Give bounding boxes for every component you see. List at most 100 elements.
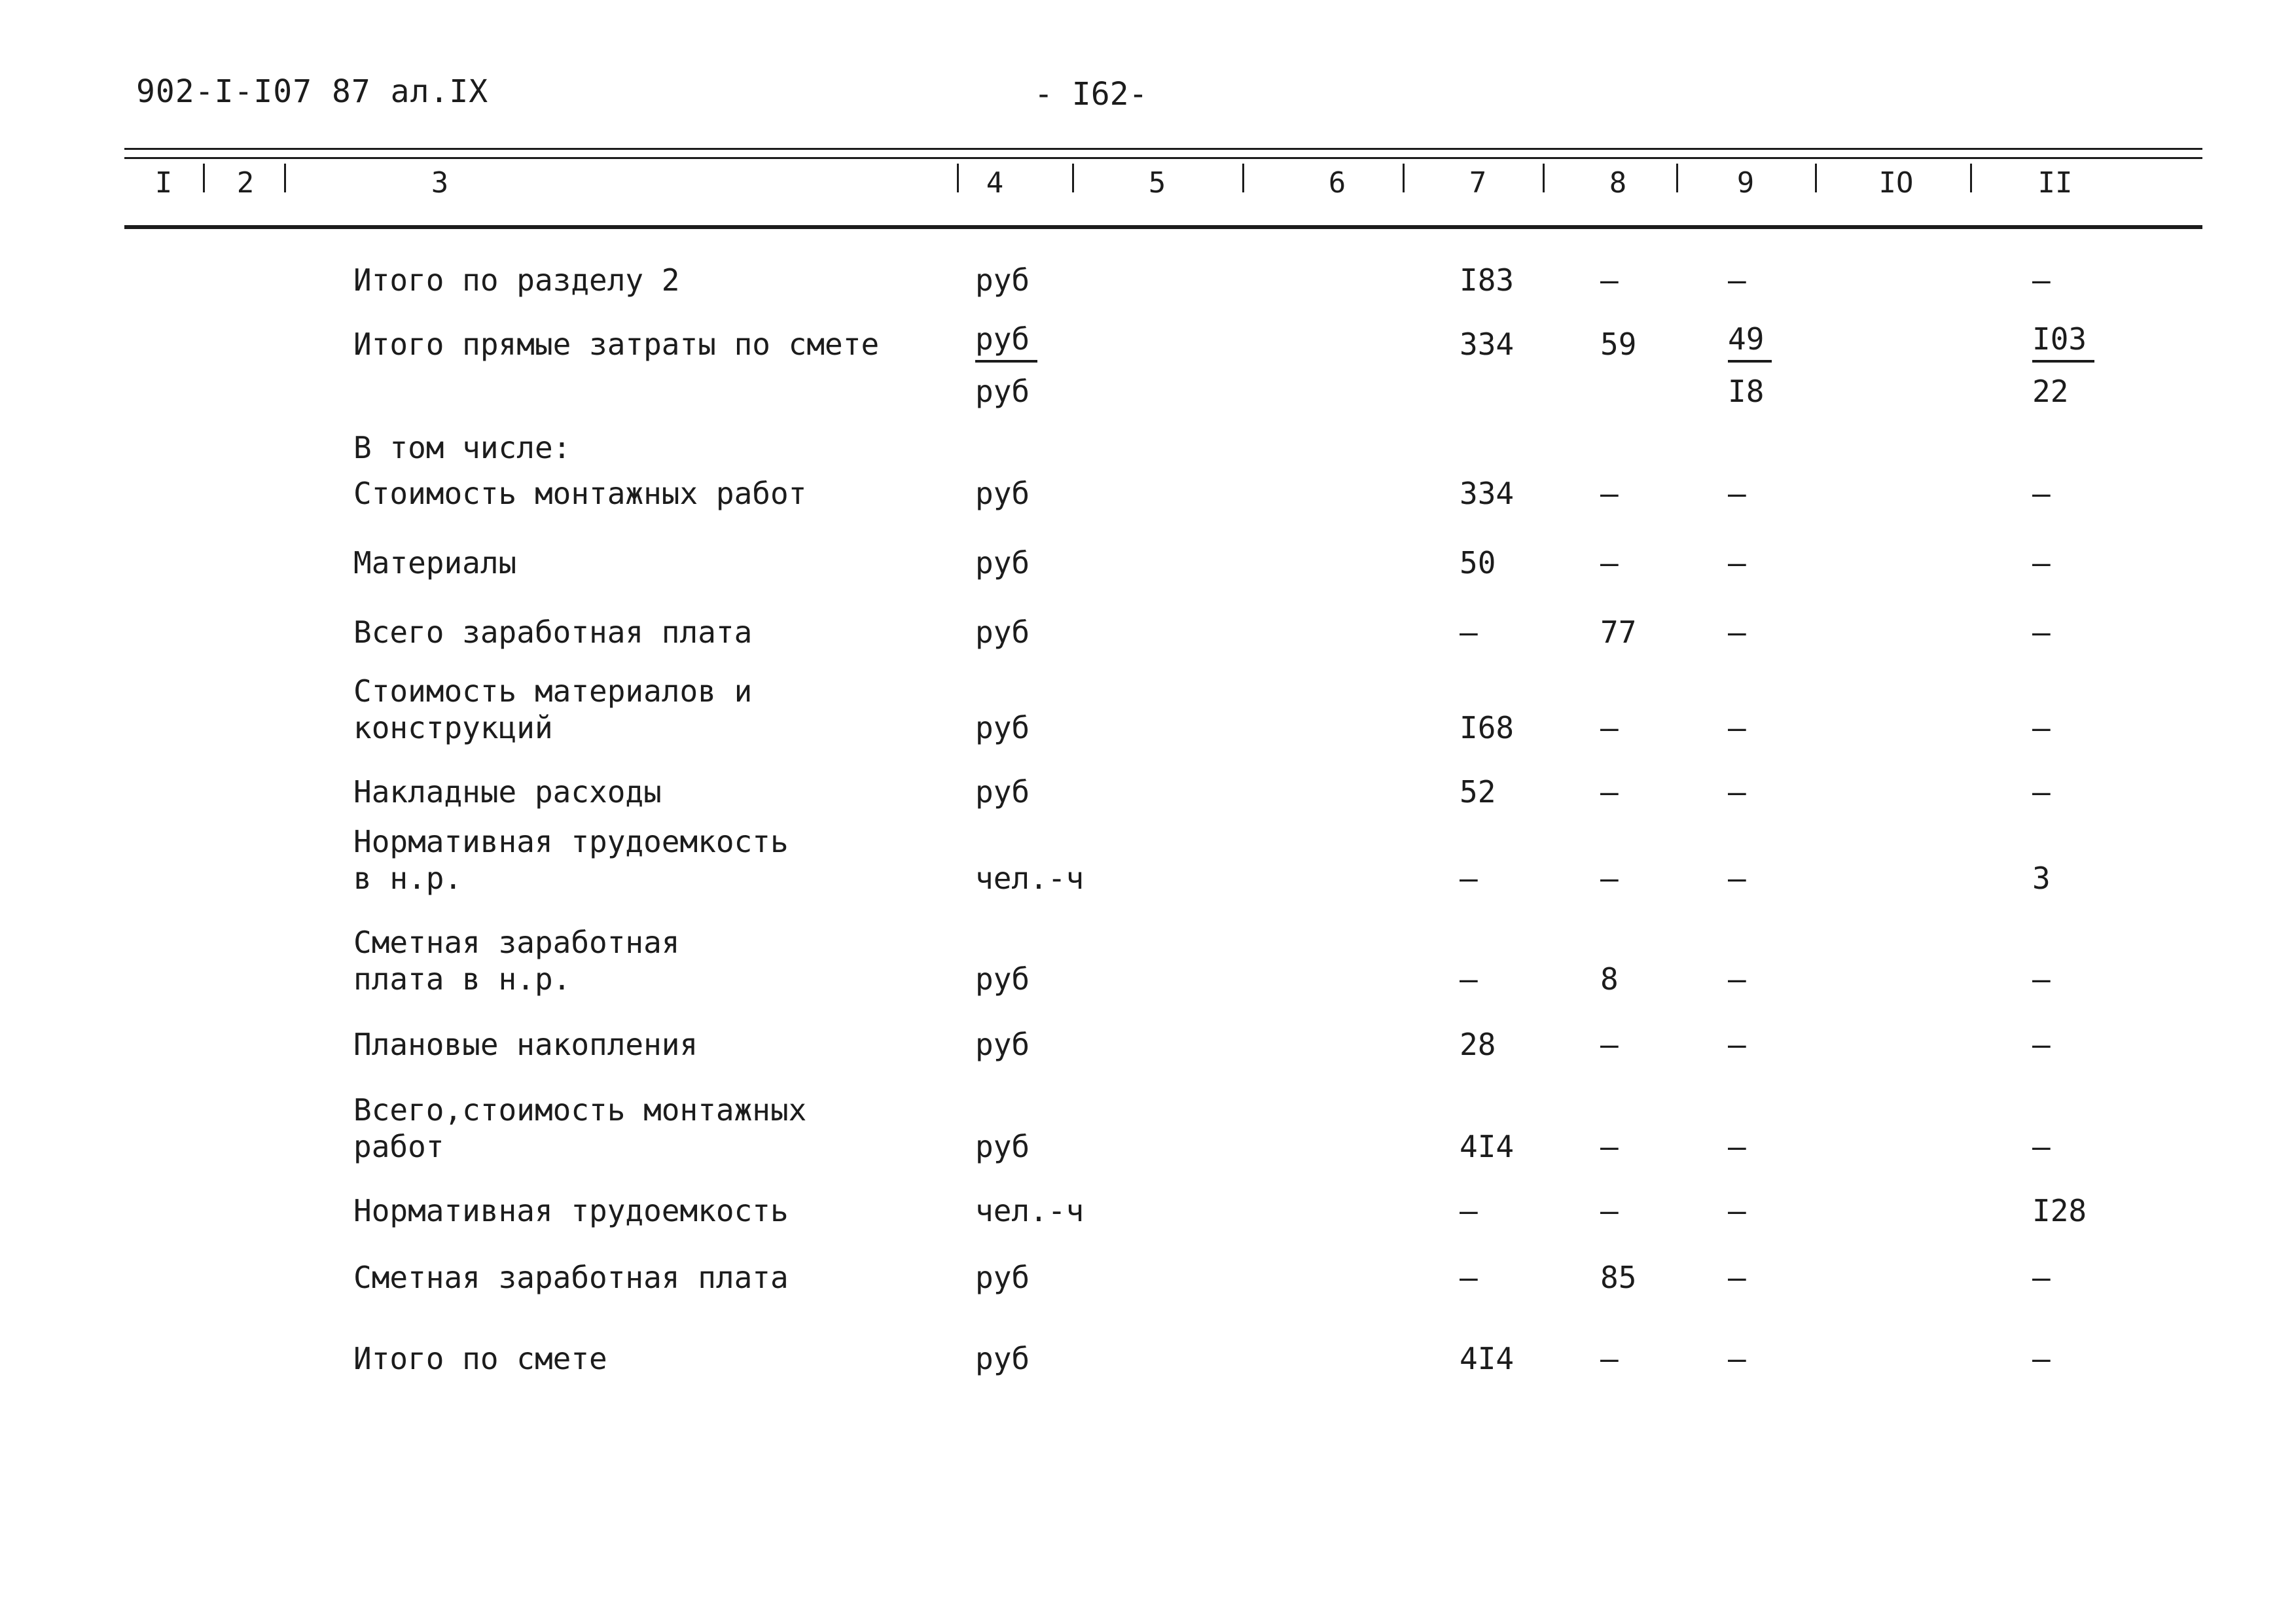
column-separator-tick (1815, 164, 1817, 192)
table-header-col-4: 4 (986, 166, 1004, 200)
table-row: В том числе: (0, 429, 2296, 466)
value-cell-7: 50 (1460, 545, 1496, 580)
value-cell-9: – (1728, 1341, 1746, 1376)
value-cell-9: – (1728, 710, 1746, 745)
table-header-col-7: 7 (1469, 166, 1487, 200)
value-cell-9: – (1728, 1129, 1746, 1164)
value-cell-8: – (1600, 545, 1619, 580)
value-cell-11: – (2032, 476, 2051, 511)
unit-cell: руб (975, 1129, 1030, 1164)
value-cell-11: I03 (2032, 321, 2229, 363)
table-row: Сметная заработная плата в н.р. руб – 8 … (0, 924, 2296, 997)
value-cell-11: I28 (2032, 1193, 2087, 1228)
table-row: Плановые накопления руб 28 – – – (0, 1026, 2296, 1063)
column-separator-tick (284, 164, 286, 192)
value-cell-7: I83 (1460, 262, 1515, 298)
value-cell-7: 28 (1460, 1027, 1496, 1062)
table-header-col-8: 8 (1609, 166, 1627, 200)
unit-cell: руб (975, 961, 1030, 997)
row-label: Стоимость материалов и конструкций (353, 673, 753, 745)
value-cell-9: – (1728, 476, 1746, 511)
row-label: Нормативная трудоемкость в н.р. (353, 824, 789, 896)
value-cell-8: – (1600, 861, 1619, 896)
column-separator-tick (1676, 164, 1678, 192)
value-cell-11: 3 (2032, 861, 2051, 896)
unit-cell: чел.-ч (975, 861, 1085, 896)
table-row: руб I8 22 (0, 373, 2296, 410)
row-label: Итого по разделу 2 (353, 262, 680, 298)
value-cell-8: – (1600, 476, 1619, 511)
table-row: Итого прямые затраты по смете руб 334 59… (0, 321, 2296, 363)
row-label: Всего,стоимость монтажных работ (353, 1092, 807, 1164)
unit-cell: руб (975, 615, 1030, 650)
table-header-col-5: 5 (1148, 166, 1166, 200)
value-cell-9: – (1728, 774, 1746, 810)
value-cell-11: – (2032, 774, 2051, 810)
value-cell-7: – (1460, 961, 1478, 997)
value-cell-8: 59 (1600, 327, 1637, 362)
page-number: - I62- (1034, 76, 1148, 113)
value-cell-9: – (1728, 615, 1746, 650)
table-body: Итого по разделу 2 руб I83 – – – Итого п… (0, 249, 2296, 1377)
value-cell-7: 334 (1460, 476, 1515, 511)
row-label: В том числе: (353, 430, 571, 465)
value-cell-11: – (2032, 1027, 2051, 1062)
value-cell-7: 52 (1460, 774, 1496, 810)
table-header-col-10: IO (1878, 166, 1914, 200)
value-cell-11: – (2032, 1341, 2051, 1376)
value-cell-7: – (1460, 615, 1478, 650)
unit-cell: руб (975, 710, 1030, 745)
unit-cell: руб (975, 262, 1030, 298)
table-row: Всего заработная плата руб – 77 – – (0, 614, 2296, 651)
value-cell-8: 8 (1600, 961, 1619, 997)
column-separator-tick (1072, 164, 1074, 192)
column-separator-tick (1970, 164, 1972, 192)
value-cell-11: – (2032, 710, 2051, 745)
unit-cell: руб (975, 545, 1030, 580)
row-label: Материалы (353, 545, 517, 580)
value-cell-9: – (1728, 861, 1746, 896)
value-cell-8: – (1600, 1341, 1619, 1376)
unit-cell: руб (975, 1260, 1030, 1295)
value-cell-11: – (2032, 1129, 2051, 1164)
table-header-col-1: I (154, 166, 173, 200)
value-cell-11: – (2032, 1260, 2051, 1295)
table-row: Стоимость монтажных работ руб 334 – – – (0, 475, 2296, 512)
value-cell-9: – (1728, 1260, 1746, 1295)
unit-cell: чел.-ч (975, 1193, 1085, 1228)
document-number: 902-I-I07 87 ал.IX (136, 73, 489, 110)
value-cell-9: – (1728, 262, 1746, 298)
row-label: Накладные расходы (353, 774, 662, 810)
unit-cell: руб (975, 321, 1460, 363)
column-separator-tick (957, 164, 959, 192)
value-cell-11: 22 (2032, 374, 2069, 409)
row-label: Сметная заработная плата в н.р. (353, 925, 680, 997)
value-cell-8: – (1600, 1027, 1619, 1062)
column-separator-tick (203, 164, 205, 192)
unit-cell: руб (975, 374, 1030, 409)
value-cell-8: 77 (1600, 615, 1637, 650)
value-cell-9: I8 (1728, 374, 1765, 409)
value-cell-8: – (1600, 774, 1619, 810)
table-row: Сметная заработная плата руб – 85 – – (0, 1259, 2296, 1296)
value-cell-7: 4I4 (1460, 1341, 1515, 1376)
table-row: Материалы руб 50 – – – (0, 544, 2296, 581)
table-row: Итого по смете руб 4I4 – – – (0, 1340, 2296, 1377)
table-header-col-2: 2 (236, 166, 255, 200)
row-label: Сметная заработная плата (353, 1260, 789, 1295)
row-label: Плановые накопления (353, 1027, 698, 1062)
row-label: Итого по смете (353, 1341, 607, 1376)
column-separator-tick (1403, 164, 1405, 192)
value-cell-8: – (1600, 262, 1619, 298)
value-cell-9: – (1728, 1027, 1746, 1062)
table-header-col-9: 9 (1736, 166, 1755, 200)
value-cell-7: – (1460, 861, 1478, 896)
unit-cell: руб (975, 1341, 1030, 1376)
table-header-col-6: 6 (1328, 166, 1346, 200)
table-header-col-3: 3 (431, 166, 449, 200)
value-cell-11: – (2032, 545, 2051, 580)
row-label: Нормативная трудоемкость (353, 1193, 789, 1228)
value-cell-9: – (1728, 1193, 1746, 1228)
table-row: Нормативная трудоемкость в н.р. чел.-ч –… (0, 823, 2296, 897)
unit-cell: руб (975, 476, 1030, 511)
